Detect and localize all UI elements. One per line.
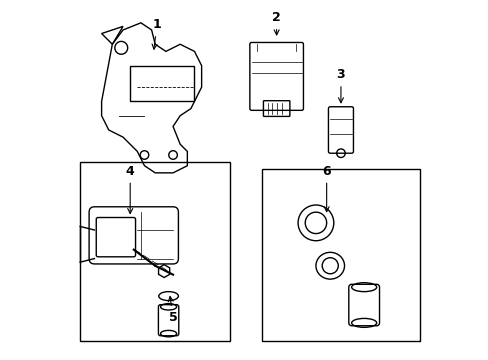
Bar [262, 169, 419, 341]
Text: 3: 3 [336, 68, 345, 103]
Text: 2: 2 [272, 11, 281, 35]
Text: 1: 1 [152, 18, 161, 49]
Text: 4: 4 [125, 165, 134, 213]
Bar [80, 162, 230, 341]
Text: 6: 6 [322, 165, 330, 212]
Text: 5: 5 [168, 297, 177, 324]
